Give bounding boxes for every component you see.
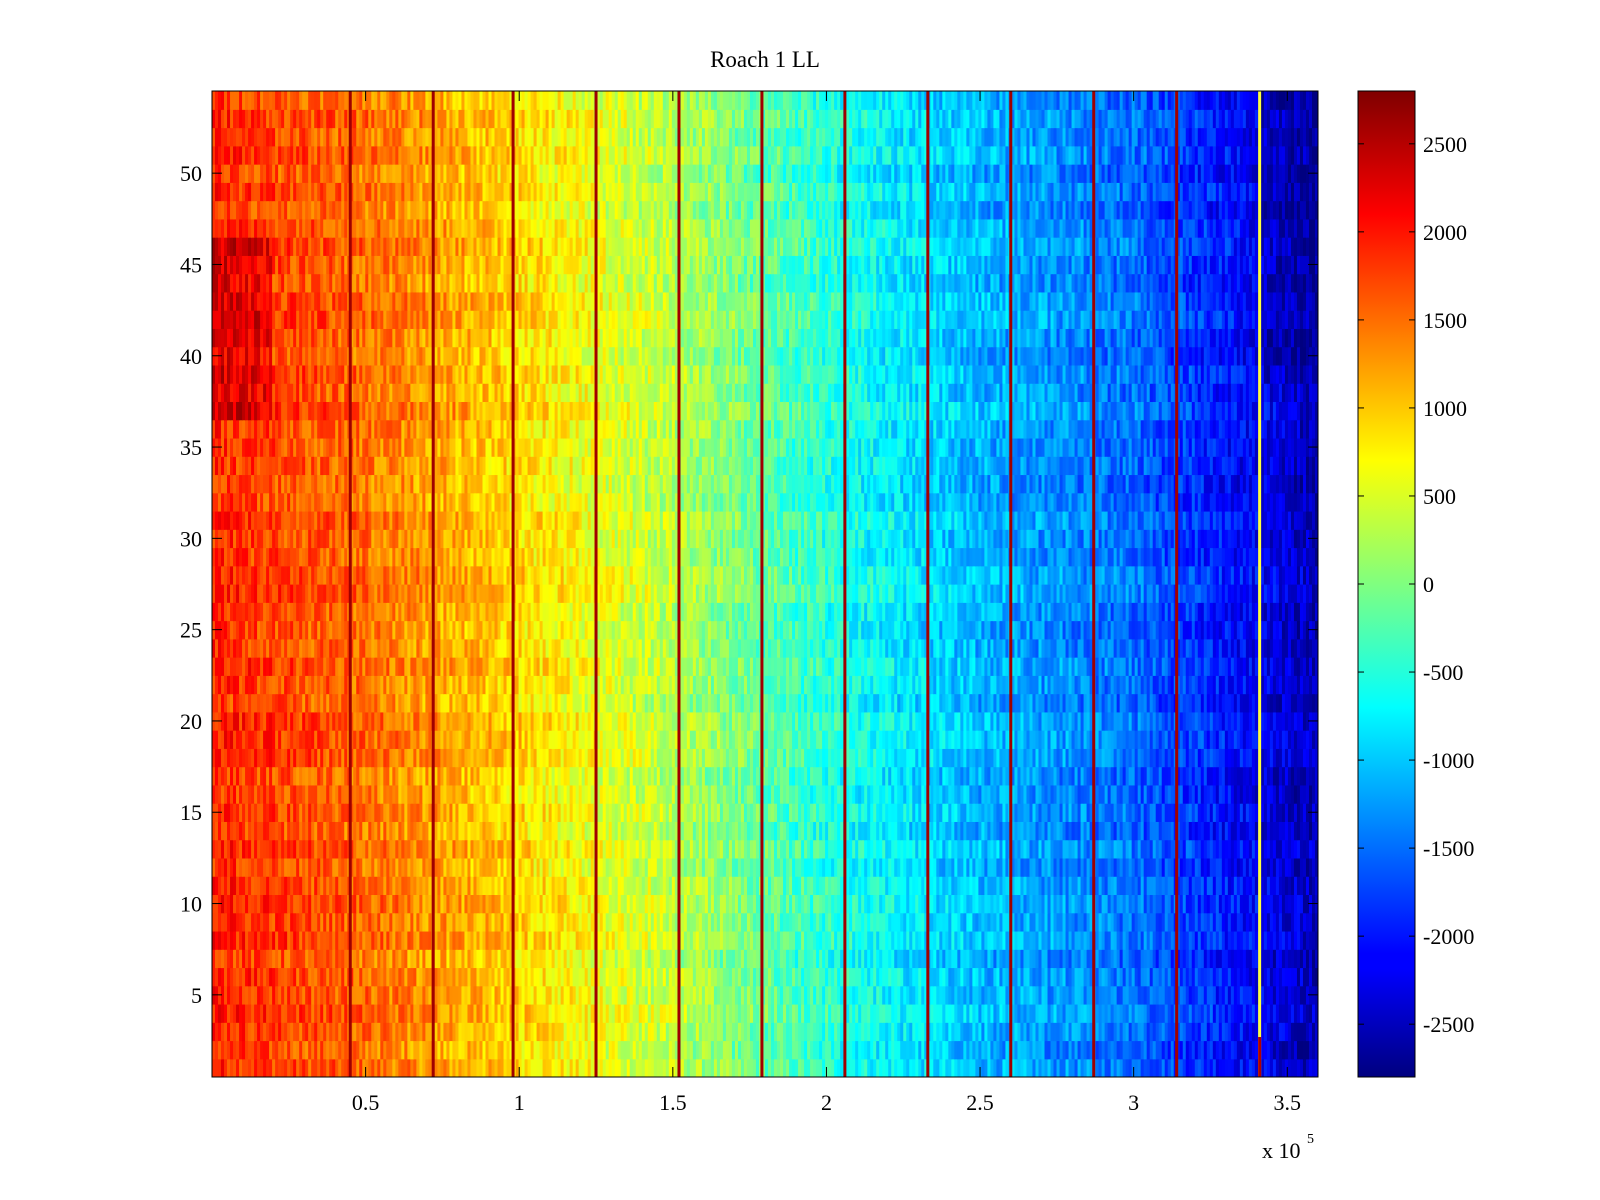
heatmap-cells [212, 91, 1319, 1078]
chart-title: Roach 1 LL [710, 47, 820, 72]
heatmap-chart: Roach 1 LL 0.5 1 1.5 2 2.5 3 3.5 5101520253035… [0, 0, 1600, 1200]
